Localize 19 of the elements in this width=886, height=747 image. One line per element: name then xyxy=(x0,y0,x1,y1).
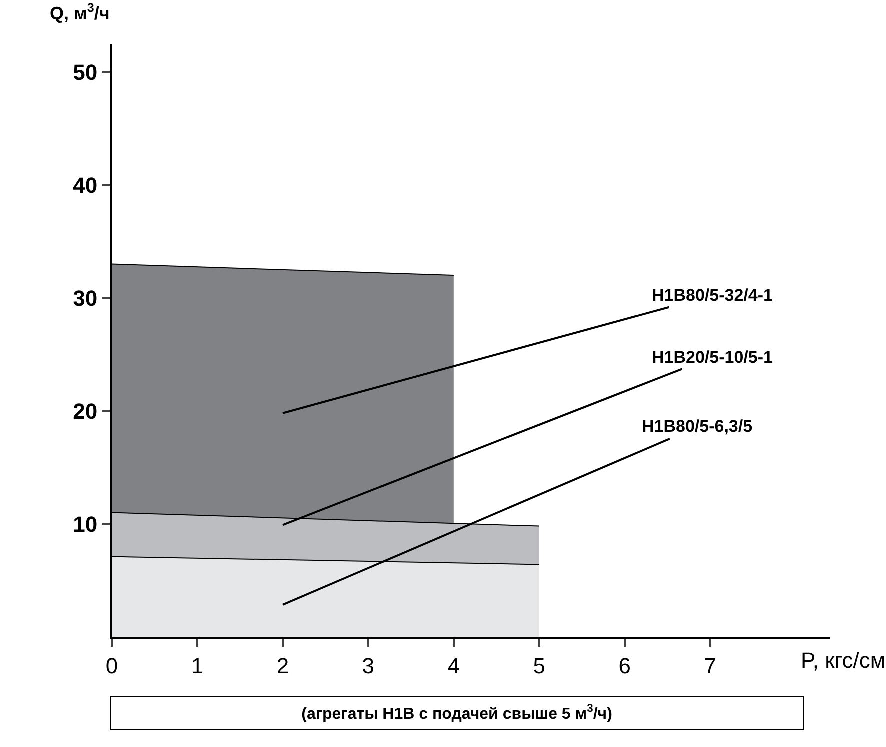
x-tick-label: 2 xyxy=(276,653,290,678)
y-tick-label: 10 xyxy=(73,512,98,537)
y-tick-label: 40 xyxy=(73,172,98,198)
x-tick-label: 6 xyxy=(618,653,631,678)
x-tick-label: 5 xyxy=(533,653,546,678)
y-tick-label: 20 xyxy=(73,398,98,424)
text: Н1В80/5-32/4-1 xyxy=(652,286,773,305)
x-tick-label: 7 xyxy=(704,653,716,678)
x-axis-title: P, кгс/см xyxy=(801,648,886,673)
x-tick-label: 0 xyxy=(106,653,118,678)
y-tick-label: 50 xyxy=(73,60,98,85)
text: (агрегаты Н1В с подачей свыше 5 м$^{3}$/ч) xyxy=(302,703,612,723)
text: Н1В80/5-6,3/5 xyxy=(642,417,753,436)
x-tick-label: 1 xyxy=(191,653,204,678)
y-axis-title: Q, м$^{3}$/ч xyxy=(50,1,110,24)
x-tick-label: 4 xyxy=(448,653,460,678)
text: Н1В20/5-10/5-1 xyxy=(652,348,773,367)
x-tick-label: 3 xyxy=(362,653,375,678)
y-tick-label: 30 xyxy=(73,286,98,311)
